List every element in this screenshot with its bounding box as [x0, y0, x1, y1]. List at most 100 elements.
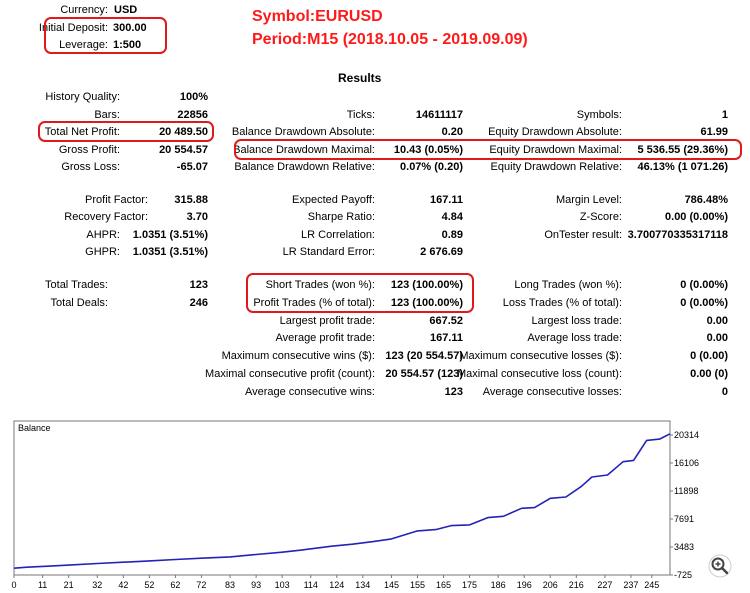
sharpe-ratio-value: 4.84 [441, 211, 463, 223]
largest-profit-trade-label: Largest profit trade: [279, 315, 375, 327]
average-loss-trade-label: Average loss trade: [527, 332, 622, 344]
x-tick-label: 11 [38, 580, 47, 590]
ontester-result-label: OnTester result: [544, 229, 622, 241]
total-deals-value: 246 [189, 297, 208, 309]
max-consecutive-wins-label: Maximum consecutive wins ($): [221, 350, 375, 362]
x-tick-label: 134 [355, 580, 370, 590]
profit-factor-value: 315.88 [174, 194, 208, 206]
x-tick-label: 145 [384, 580, 399, 590]
x-tick-label: 186 [491, 580, 506, 590]
balance-line [13, 433, 671, 569]
maximal-consecutive-profit-label: Maximal consecutive profit (count): [205, 368, 375, 380]
lr-standard-error-label: LR Standard Error: [282, 246, 375, 258]
total-trades-label: Total Trades: [45, 279, 108, 291]
chart-plot-area [13, 420, 671, 576]
average-consecutive-losses-value: 0 [721, 386, 728, 398]
balance-drawdown-absolute-value: 0.20 [441, 126, 463, 138]
average-loss-trade-value: 0.00 [706, 332, 728, 344]
recovery-factor-label: Recovery Factor: [64, 211, 148, 223]
margin-level-value: 786.48% [684, 194, 728, 206]
z-score-value: 0.00 (0.00%) [665, 211, 728, 223]
drawdown-highlight-box [234, 139, 742, 160]
history-quality-label: History Quality: [45, 91, 120, 103]
average-consecutive-wins-value: 123 [444, 386, 463, 398]
total-net-profit-label: Total Net Profit: [44, 126, 120, 138]
largest-loss-trade-value: 0.00 [706, 315, 728, 327]
x-tick-label: 227 [597, 580, 612, 590]
profit-trades-label: Profit Trades (% of total): [253, 297, 375, 309]
x-tick-label: 114 [304, 580, 318, 590]
x-tick-label: 72 [196, 580, 206, 590]
initial-deposit-value: 300.00 [113, 22, 147, 34]
x-tick-label: 83 [225, 580, 235, 590]
average-profit-trade-label: Average profit trade: [275, 332, 375, 344]
loss-trades-value: 0 (0.00%) [680, 297, 728, 309]
y-tick-label: 16106 [674, 458, 699, 468]
largest-loss-trade-label: Largest loss trade: [531, 315, 623, 327]
initial-deposit-label: Initial Deposit: [38, 22, 108, 34]
x-tick-label: 206 [543, 580, 558, 590]
margin-level-label: Margin Level: [555, 194, 622, 206]
average-consecutive-wins-label: Average consecutive wins: [244, 386, 375, 398]
total-net-profit-value: 20 489.50 [159, 126, 208, 138]
lr-correlation-label: LR Correlation: [301, 229, 375, 241]
recovery-factor-value: 3.70 [186, 211, 208, 223]
x-tick-label: 245 [644, 580, 659, 590]
average-consecutive-losses-label: Average consecutive losses: [482, 386, 622, 398]
lr-correlation-value: 0.89 [441, 229, 463, 241]
profit-factor-label: Profit Factor: [85, 194, 148, 206]
ahpr-value: 1.0351 (3.51%) [132, 229, 208, 241]
equity-drawdown-maximal-value: 5 536.55 (29.36%) [637, 144, 728, 156]
x-tick-label: 237 [623, 580, 638, 590]
symbols-value: 1 [721, 109, 728, 121]
x-tick-label: 21 [64, 580, 74, 590]
leverage-value: 1:500 [113, 39, 142, 51]
x-tick-label: 52 [144, 580, 154, 590]
x-tick-label: 165 [436, 580, 451, 590]
x-tick-label: 216 [569, 580, 584, 590]
lr-standard-error-value: 2 676.69 [420, 246, 463, 258]
expected-payoff-label: Expected Payoff: [292, 194, 375, 206]
gross-loss-value: -65.07 [176, 161, 208, 173]
ghpr-value: 1.0351 (3.51%) [132, 246, 208, 258]
ticks-label: Ticks: [346, 109, 375, 121]
x-tick-label: 62 [170, 580, 180, 590]
x-tick-label: 175 [462, 580, 477, 590]
total-deals-label: Total Deals: [50, 297, 108, 309]
maximal-consecutive-loss-label: Maximal consecutive loss (count): [456, 368, 622, 380]
total-trades-value: 123 [189, 279, 208, 291]
x-tick-label: 32 [92, 580, 102, 590]
y-tick-label: -725 [674, 570, 692, 580]
average-profit-trade-value: 167.11 [429, 332, 463, 344]
bars-label: Bars: [94, 109, 120, 121]
chart-marks: 0 11 21 32 42 52 62 72 83 93 103 114 124 134 145 155 165… [11, 430, 699, 590]
bars-value: 22856 [177, 109, 208, 121]
equity-drawdown-absolute-value: 61.99 [700, 126, 728, 138]
short-trades-label: Short Trades (won %): [265, 279, 375, 291]
gross-profit-label: Gross Profit: [58, 144, 120, 156]
balance-drawdown-relative-label: Balance Drawdown Relative: [234, 161, 375, 173]
long-trades-value: 0 (0.00%) [680, 279, 728, 291]
gross-profit-value: 20 554.57 [159, 144, 208, 156]
currency-value: USD [114, 4, 138, 16]
trades-highlight-box [246, 273, 474, 313]
zoom-in-icon[interactable] [708, 554, 732, 578]
gross-loss-label: Gross Loss: [61, 161, 120, 173]
maximal-consecutive-loss-value: 0.00 (0) [690, 368, 728, 380]
symbol-annotation: Symbol:EURUSD [252, 8, 383, 25]
short-trades-value: 123 (100.00%) [390, 279, 463, 291]
deposit-highlight-box [44, 17, 167, 54]
ontester-result-value: 3.700770335317118 [627, 229, 728, 241]
chart-title: Balance [18, 423, 51, 433]
x-tick-label: 155 [410, 580, 425, 590]
z-score-label: Z-Score: [579, 211, 622, 223]
y-tick-label: 7691 [674, 514, 694, 524]
currency-label: Currency: [60, 4, 108, 16]
max-consecutive-losses-label: Maximum consecutive losses ($): [459, 350, 622, 362]
x-tick-label: 93 [251, 580, 261, 590]
max-consecutive-wins-value: 123 (20 554.57) [385, 350, 463, 362]
x-tick-label: 0 [11, 580, 16, 590]
ticks-value: 14611117 [415, 109, 463, 121]
symbols-label: Symbols: [576, 109, 622, 121]
profit-trades-value: 123 (100.00%) [390, 297, 463, 309]
